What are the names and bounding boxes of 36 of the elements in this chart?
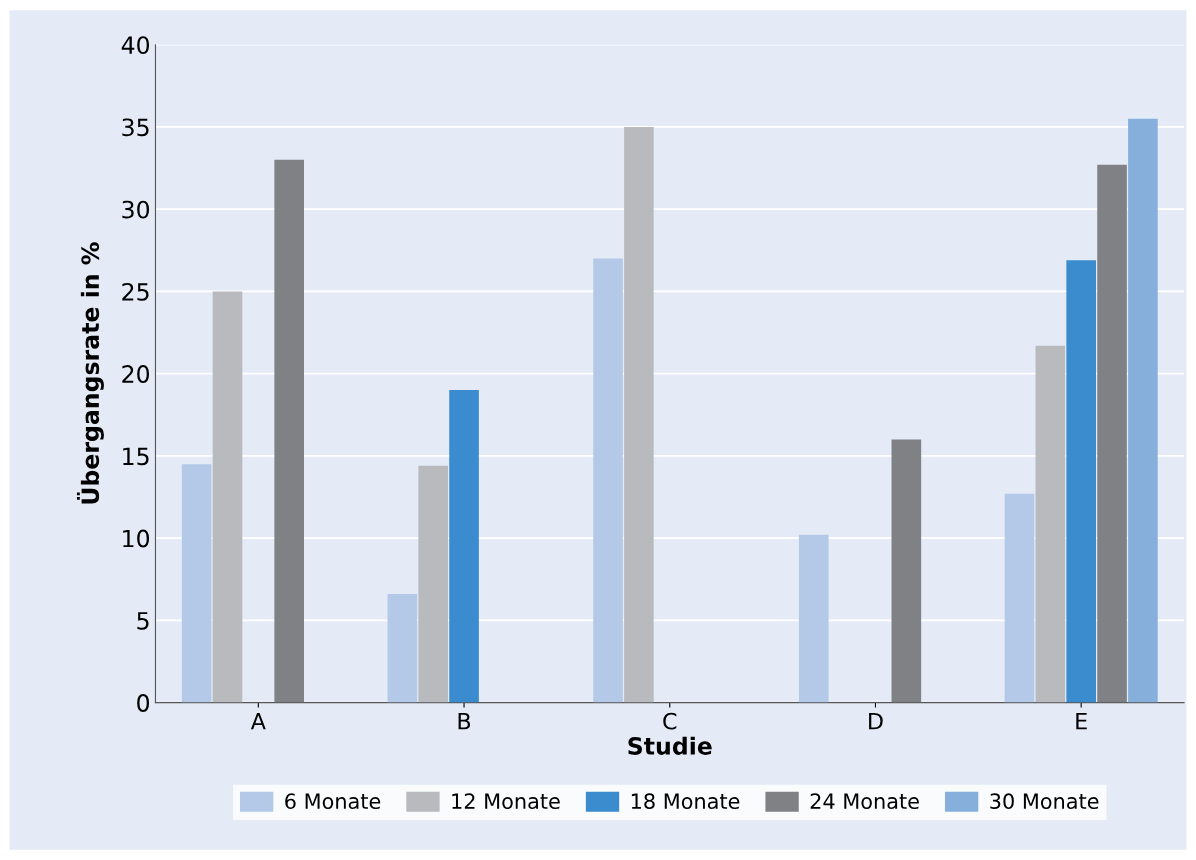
x-tick-label: D: [869, 713, 883, 730]
bar: [181, 464, 212, 703]
y-axis-title: Übergangsrate in %: [76, 242, 104, 504]
bar: [798, 534, 829, 703]
legend-label: 24 Monate: [810, 793, 919, 810]
x-tick-label: C: [663, 712, 677, 730]
bar: [891, 439, 922, 703]
x-tick-label: A: [250, 713, 266, 730]
bar: [449, 390, 479, 703]
bar: [593, 258, 623, 703]
x-tick-label: B: [458, 713, 471, 730]
bar: [1128, 118, 1158, 703]
bar: [624, 126, 654, 703]
y-tick-label: 5: [137, 612, 149, 630]
bar: [1066, 260, 1096, 703]
bar: [418, 465, 448, 703]
legend-label: 30 Monate: [990, 793, 1099, 810]
bar: [1035, 345, 1066, 703]
x-tick-label: E: [1076, 713, 1087, 730]
x-axis-title: Studie: [628, 736, 712, 755]
y-tick-label: 40: [121, 36, 150, 55]
y-tick-label: 35: [122, 118, 149, 137]
legend-label: 6 Monate: [285, 793, 381, 810]
legend-label: 12 Monate: [452, 793, 560, 810]
y-tick-label: 10: [123, 529, 150, 548]
y-tick-label: 15: [123, 447, 149, 466]
bar: [212, 291, 243, 703]
bar: [1097, 164, 1127, 703]
bar: [387, 594, 418, 703]
y-tick-label: 25: [122, 282, 149, 301]
y-tick-label: 20: [122, 365, 150, 383]
bar: [1004, 493, 1035, 703]
y-tick-label: 30: [122, 200, 150, 219]
bar: [274, 159, 304, 703]
y-tick-label: 0: [137, 694, 150, 712]
legend-label: 18 Monate: [631, 793, 740, 810]
